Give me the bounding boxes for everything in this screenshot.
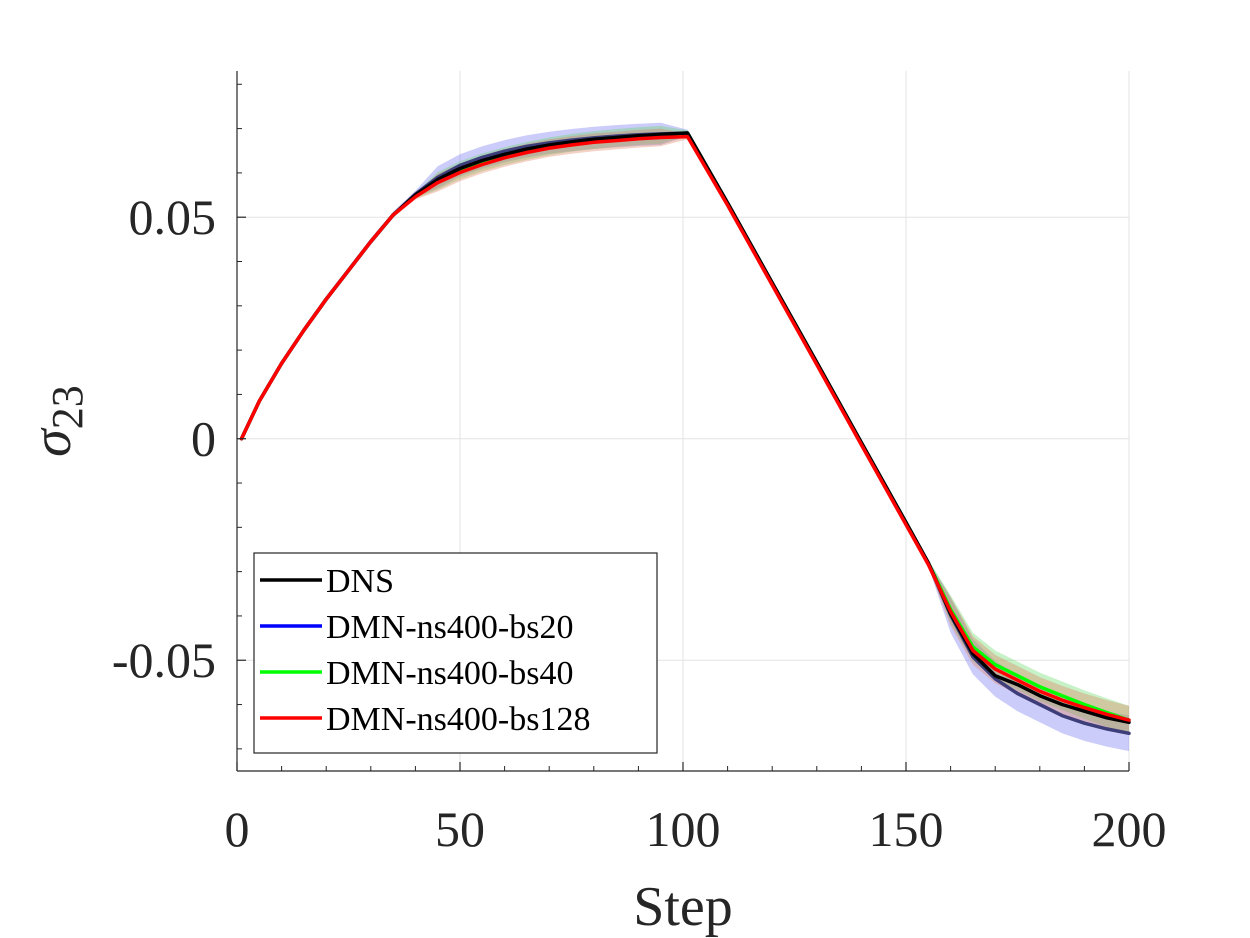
x-tick-label-0: 0 (225, 801, 250, 857)
y-axis-title: σ23 (21, 385, 92, 457)
legend-label-2: DMN-ns400-bs40 (326, 655, 573, 692)
series-lines (239, 131, 1131, 736)
legend-label-3: DMN-ns400-bs128 (326, 701, 590, 738)
series-line-3 (239, 134, 1131, 722)
y-axis-title-sub: 23 (43, 385, 92, 429)
tick-marks (236, 83, 1130, 771)
legend: DNS DMN-ns400-bs20 DMN-ns400-bs40 DMN-ns400… (253, 552, 658, 754)
tick-labels: 0 50 100 150 200 -0.05 0 0.05 (112, 189, 1167, 857)
x-tick-label-4: 200 (1092, 801, 1167, 857)
y-tick-label-1: 0 (191, 411, 216, 467)
y-tick-label-2: 0.05 (129, 189, 217, 245)
grid-lines (237, 71, 1130, 771)
band-2 (241, 125, 1129, 735)
legend-label-1: DMN-ns400-bs20 (326, 609, 573, 646)
y-axis-title-base: σ (21, 427, 83, 457)
legend-label-0: DNS (326, 563, 394, 600)
x-axis-title: Step (633, 876, 733, 938)
x-tick-label-1: 50 (435, 801, 485, 857)
x-tick-label-2: 100 (646, 801, 721, 857)
x-tick-label-3: 150 (869, 801, 944, 857)
y-tick-label-0: -0.05 (112, 632, 216, 688)
